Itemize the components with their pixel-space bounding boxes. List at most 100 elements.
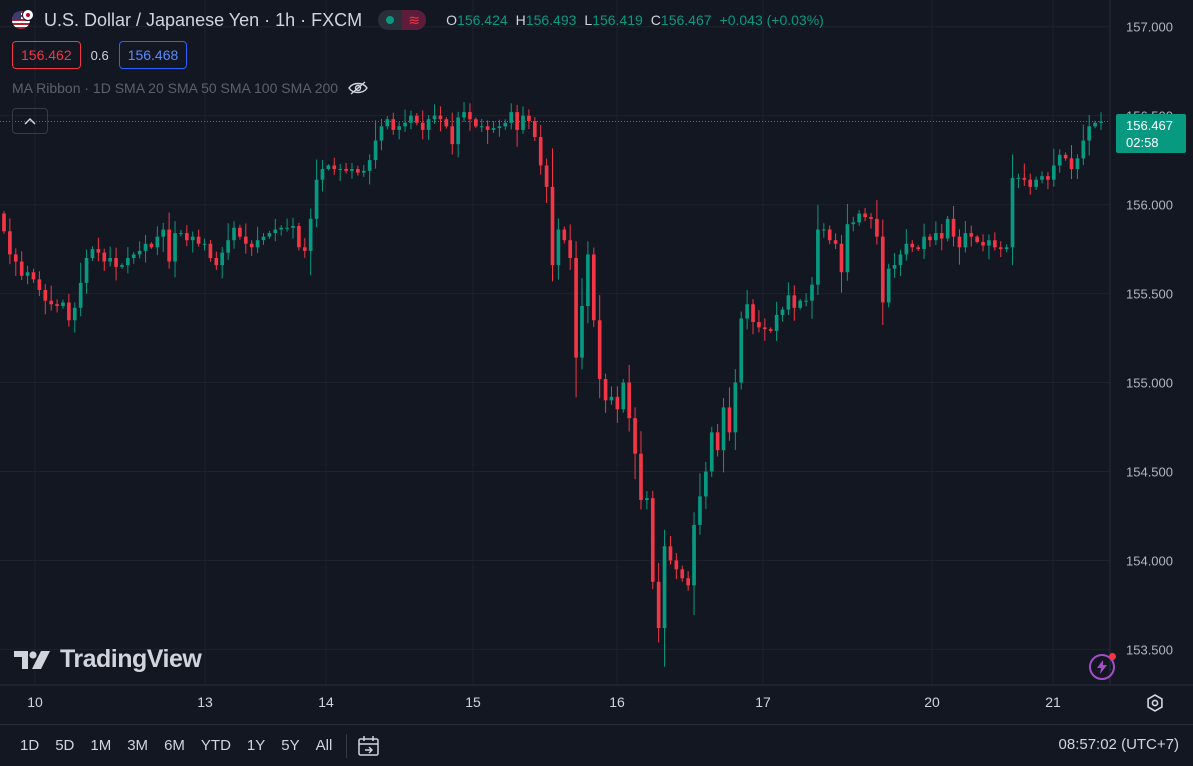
candle: [1081, 124, 1086, 166]
candle: [249, 240, 254, 256]
candle-body: [1093, 122, 1097, 127]
candle: [538, 125, 543, 175]
candle-body: [550, 186, 555, 266]
low-label: L: [584, 12, 593, 28]
candle-body: [538, 137, 543, 166]
candlestick-series: [2, 102, 1103, 667]
price-axis[interactable]: 153.500 154.000 154.500 155.000 155.500 156.0…: [1126, 20, 1173, 658]
candle: [662, 529, 667, 667]
candle: [1099, 112, 1103, 130]
low-value: 156.419: [592, 12, 643, 28]
collapse-legend-button[interactable]: [12, 108, 48, 134]
range-button-ytd[interactable]: YTD: [200, 737, 231, 754]
live-dot-icon: [378, 10, 402, 30]
candle-body: [1034, 179, 1038, 187]
candle: [804, 293, 808, 307]
lightning-icon[interactable]: [1089, 653, 1116, 680]
range-button-5d[interactable]: 5D: [55, 737, 75, 754]
candle: [645, 490, 649, 510]
candle: [698, 473, 702, 535]
candle: [757, 310, 761, 333]
candle: [285, 218, 289, 232]
symbol-title[interactable]: U.S. Dollar / Japanese Yen · 1h · FXCM: [44, 9, 363, 30]
candle-body: [19, 261, 24, 276]
candle-body: [816, 229, 820, 285]
candle-body: [515, 112, 519, 130]
candle: [8, 218, 12, 265]
sell-button[interactable]: 156.462: [12, 41, 81, 69]
candle-body: [167, 229, 171, 262]
candle-body: [733, 382, 738, 433]
candle: [232, 221, 236, 249]
price-tick-label: 153.500: [1126, 642, 1173, 657]
candle: [491, 121, 496, 133]
candle: [302, 238, 307, 258]
change-value: +0.043 (+0.03%): [719, 12, 824, 28]
candle: [72, 302, 77, 333]
range-button-6m[interactable]: 6M: [164, 737, 185, 754]
range-button-1m[interactable]: 1M: [90, 737, 112, 754]
candle: [202, 238, 207, 251]
candle: [503, 119, 508, 130]
candle: [568, 224, 573, 271]
candle: [727, 387, 732, 441]
candle: [544, 158, 549, 204]
candle: [875, 200, 879, 245]
range-button-1d[interactable]: 1D: [20, 737, 40, 754]
range-button-5y[interactable]: 5Y: [281, 737, 300, 754]
indicator-name[interactable]: MA Ribbon · 1D SMA 20 SMA 50 SMA 100 SMA…: [12, 80, 339, 96]
candle: [745, 290, 749, 330]
tradingview-logo[interactable]: TradingView: [14, 645, 202, 674]
candle-body: [320, 169, 325, 180]
candle: [869, 212, 873, 229]
candle: [167, 212, 171, 269]
price-chart[interactable]: 153.500 154.000 154.500 155.000 155.500 156.0…: [0, 0, 1193, 724]
chevron-up-icon: [24, 117, 36, 125]
candle-body: [438, 115, 443, 120]
candle: [1004, 244, 1009, 253]
candle: [556, 218, 561, 280]
candle-body: [1010, 177, 1015, 248]
range-button-all[interactable]: All: [315, 737, 333, 754]
candle: [332, 157, 337, 175]
candle-body: [96, 249, 101, 253]
indicator-legend[interactable]: MA Ribbon · 1D SMA 20 SMA 50 SMA 100 SMA…: [12, 80, 368, 96]
candle: [945, 215, 950, 242]
candle: [31, 268, 36, 283]
range-button-1y[interactable]: 1Y: [246, 737, 266, 754]
candle-body: [1051, 165, 1056, 180]
candle: [13, 248, 18, 276]
chart-header: U.S. Dollar / Japanese Yen · 1h · FXCM ≋…: [12, 8, 824, 32]
candle-body: [633, 418, 637, 454]
candle-body: [727, 407, 732, 433]
bolt-glyph-icon: [1097, 660, 1107, 674]
buy-button[interactable]: 156.468: [118, 41, 188, 69]
time-tick-label: 13: [197, 694, 213, 710]
candle-body: [1057, 154, 1062, 166]
candle: [957, 229, 962, 265]
candle-body: [409, 115, 413, 123]
clock-timezone[interactable]: 08:57:02 (UTC+7): [1058, 736, 1179, 753]
candle: [639, 431, 643, 510]
market-status-pill[interactable]: ≋: [378, 10, 427, 30]
candle: [615, 386, 620, 423]
gear-icon[interactable]: [1146, 694, 1164, 712]
candle: [409, 110, 413, 130]
candle: [338, 163, 343, 182]
candle: [25, 265, 30, 285]
candle: [179, 229, 183, 237]
price-tick-label: 156.000: [1126, 198, 1173, 213]
candle: [886, 263, 891, 308]
candle: [55, 299, 59, 313]
candle: [704, 461, 708, 509]
date-range-icon[interactable]: [357, 735, 381, 757]
candle-body: [72, 307, 77, 321]
candle: [190, 231, 195, 253]
candle-body: [963, 233, 968, 248]
candle-body: [680, 569, 685, 579]
time-axis[interactable]: 10 13 14 15 16 17 20 21: [27, 694, 1061, 710]
time-tick-label: 15: [465, 694, 481, 710]
candle-body: [810, 284, 814, 301]
eye-off-icon[interactable]: [348, 81, 368, 95]
range-button-3m[interactable]: 3M: [127, 737, 149, 754]
